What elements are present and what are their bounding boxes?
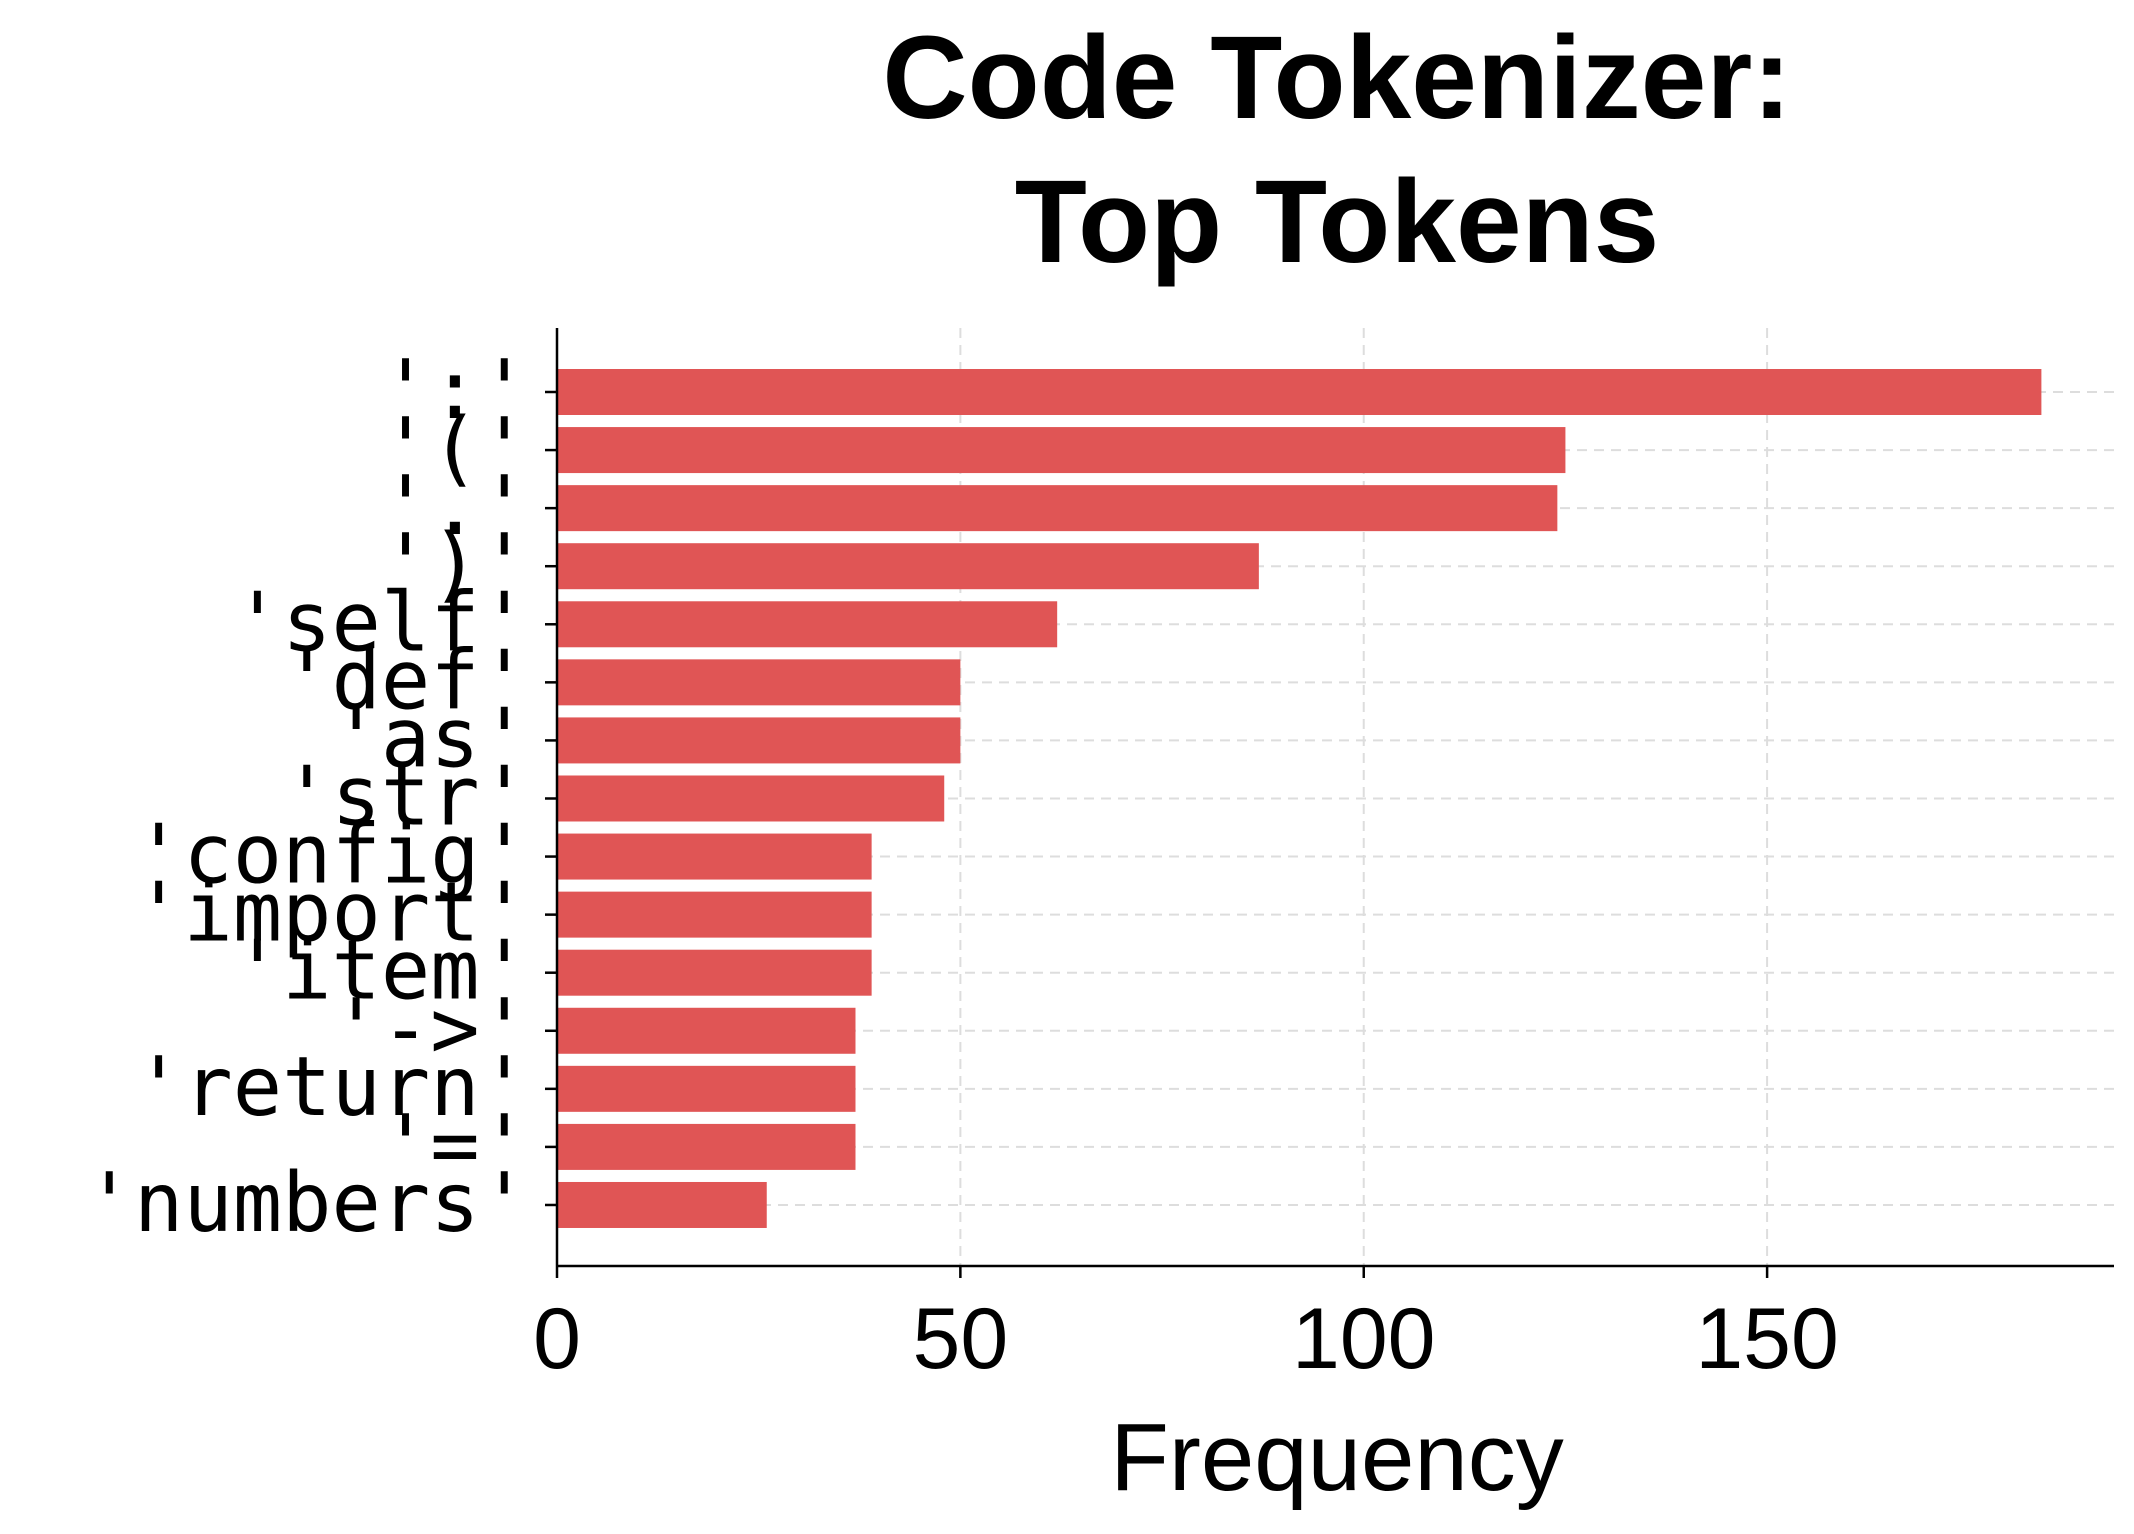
y-tick-label: 'numbers' — [85, 1156, 529, 1251]
bar — [557, 369, 2042, 415]
bar — [557, 1007, 856, 1054]
chart-title-line-2: Top Tokens — [1015, 156, 1660, 288]
bar — [557, 543, 1259, 590]
bar — [557, 891, 872, 938]
bar — [557, 601, 1058, 648]
bar — [557, 485, 1558, 532]
bar — [557, 949, 872, 996]
bar — [557, 1181, 767, 1228]
y-tick-label: 'import' — [134, 866, 529, 961]
y-tick-label: '=' — [381, 1098, 529, 1193]
x-tick-label: 150 — [1695, 1291, 1839, 1387]
y-tick-label: '.' — [381, 459, 529, 554]
x-tick-label: 50 — [913, 1291, 1009, 1387]
y-tick-labels: ':''(''.'')''self''def''as''str''config'… — [85, 343, 529, 1251]
bars — [557, 369, 2042, 1228]
x-tick-labels: 0 50 100 150 — [533, 1291, 1839, 1387]
bar — [557, 427, 1566, 474]
bar — [557, 775, 945, 822]
chart-title: Code Tokenizer: Top Tokens — [882, 12, 1791, 288]
bar — [557, 659, 961, 706]
x-axis-label: Frequency — [1110, 1404, 1564, 1511]
bar — [557, 717, 961, 764]
x-tick-label: 0 — [533, 1291, 581, 1387]
axes — [545, 328, 2114, 1278]
y-tick-label: 'item' — [233, 924, 529, 1019]
y-tick-label: ':' — [381, 343, 529, 438]
y-tick-label: ')' — [381, 517, 529, 612]
bar — [557, 1123, 856, 1170]
y-tick-label: 'return' — [134, 1040, 529, 1135]
y-tick-label: 'as' — [332, 691, 529, 786]
bar — [557, 833, 872, 880]
y-tick-label: 'self' — [233, 575, 529, 670]
y-tick-label: 'def' — [282, 633, 529, 728]
y-tick-label: 'str' — [282, 749, 529, 844]
bar — [557, 1065, 856, 1112]
y-tick-label: '(' — [381, 401, 529, 496]
chart-title-line-1: Code Tokenizer: — [882, 12, 1791, 144]
y-tick-label: 'config' — [134, 808, 529, 903]
x-tick-label: 100 — [1292, 1291, 1436, 1387]
y-tick-label: '->' — [332, 982, 529, 1077]
